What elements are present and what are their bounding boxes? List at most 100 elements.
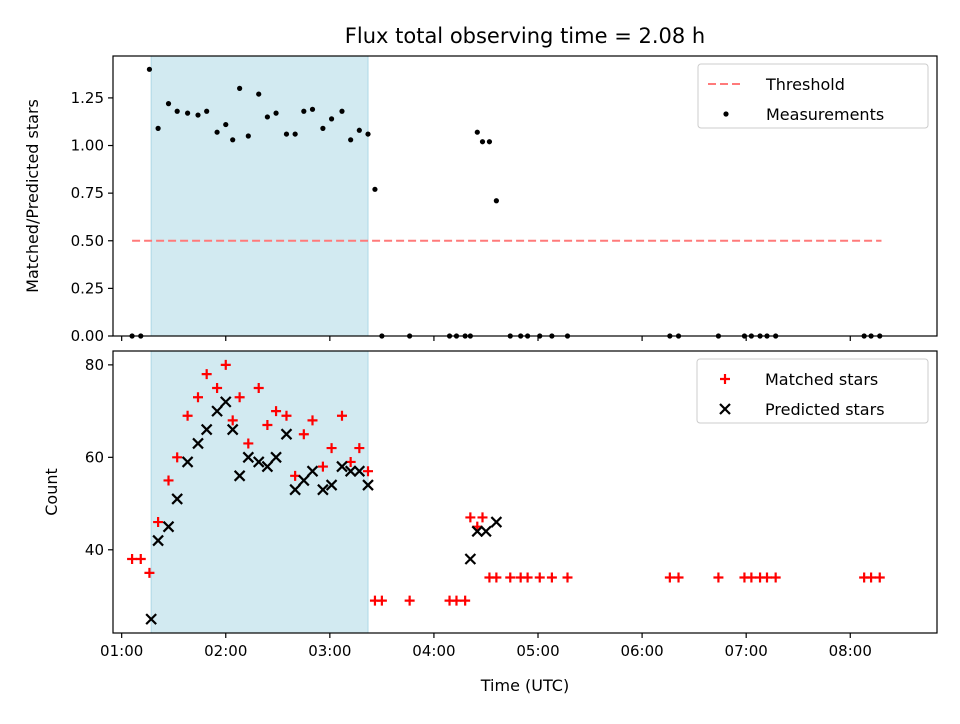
measurement-point (155, 125, 161, 131)
predicted-star-point (298, 474, 310, 487)
predicted-star-point (270, 451, 282, 464)
measurement-point (328, 116, 335, 122)
legend-label: Matched stars (765, 370, 878, 389)
matched-star-point (317, 461, 328, 472)
predicted-star-point (181, 456, 194, 468)
predicted-star-point (344, 465, 357, 477)
predicted-star-point (306, 465, 319, 477)
legend-measurement-marker (723, 111, 729, 117)
x-tick-label: 08:00 (829, 642, 872, 660)
matched-star-point (546, 572, 557, 583)
matched-star-point (770, 572, 781, 583)
measurement-point (372, 186, 378, 192)
matched-star-point (534, 572, 545, 583)
measurement-point (348, 137, 354, 143)
predicted-star-point (280, 428, 293, 440)
matched-star-point (307, 415, 318, 426)
matched-star-point (465, 512, 476, 523)
y-tick-label: 0.00 (71, 327, 104, 345)
predicted-star-point (226, 423, 239, 436)
matched-star-point (227, 415, 238, 426)
legend-box (696, 358, 929, 424)
matched-star-point (153, 517, 164, 528)
matched-star-point (182, 410, 193, 421)
measurement-point (292, 131, 298, 137)
predicted-star-point (261, 460, 274, 473)
matched-star-point (664, 572, 675, 583)
matched-star-point (220, 359, 231, 370)
predicted-star-point (252, 456, 265, 468)
legend-label: Measurements (766, 105, 884, 124)
predicted-star-point (233, 470, 246, 482)
legend-label: Predicted stars (765, 400, 885, 419)
matched-star-point (866, 572, 877, 583)
measurement-point (230, 137, 236, 143)
y-tick-label: 0.50 (71, 232, 104, 250)
predicted-star-point (152, 534, 164, 547)
predicted-star-point (325, 479, 338, 491)
matched-star-point (163, 475, 174, 486)
x-tick-label: 06:00 (620, 642, 663, 660)
bottom-subplot: Count Time (UTC) 40 60 80 01:00 02:00 03:00 04… (42, 350, 938, 695)
y-tick-label: 0.75 (71, 184, 104, 202)
matched-star-point (562, 572, 573, 583)
legend-label: Threshold (765, 75, 845, 94)
matched-star-point (477, 512, 488, 523)
measurement-point (486, 139, 493, 145)
x-tick-label: 01:00 (100, 642, 143, 660)
predicted-star-point (336, 460, 348, 473)
predicted-star-point (192, 437, 204, 450)
x-axis-label: Time (UTC) (480, 676, 569, 695)
measurement-point (245, 133, 251, 139)
measurement-point (309, 106, 316, 112)
measurement-point (184, 110, 191, 116)
matched-star-point (212, 382, 223, 393)
predicted-star-point (490, 516, 503, 528)
predicted-star-point (145, 613, 157, 625)
top-y-axis-label: Matched/Predicted stars (23, 99, 42, 293)
legend-matched-marker (720, 374, 730, 384)
x-tick-label: 04:00 (412, 642, 455, 660)
bottom-y-axis-label: Count (42, 468, 61, 516)
predicted-star-point (317, 483, 329, 496)
measurement-point (214, 129, 220, 135)
matched-star-point (354, 443, 365, 454)
measurement-point (174, 108, 180, 114)
matched-star-point (404, 595, 415, 606)
measurement-point (146, 66, 153, 72)
measurement-point (256, 91, 262, 97)
x-tick-label: 02:00 (204, 642, 247, 660)
matched-star-point (172, 452, 183, 463)
matched-star-point (262, 419, 273, 430)
matched-star-point (271, 406, 282, 417)
x-tick-label: 05:00 (516, 642, 559, 660)
predicted-star-point (219, 396, 232, 408)
measurement-point (237, 85, 243, 91)
y-tick-label: 60 (85, 448, 104, 466)
measurement-point (493, 198, 499, 204)
matched-star-point (193, 392, 204, 403)
predicted-star-point (162, 520, 175, 533)
measurement-point (273, 110, 279, 116)
measurement-point (365, 131, 371, 137)
measurement-point (339, 108, 345, 114)
observing-interval-shade (150, 55, 369, 337)
measurement-point (479, 139, 486, 145)
matched-star-point (522, 572, 533, 583)
y-tick-label: 80 (85, 356, 104, 374)
measurement-point (165, 101, 172, 107)
matched-star-point (201, 369, 212, 380)
matched-star-point (673, 572, 684, 583)
measurement-point (223, 121, 229, 128)
predicted-star-point (480, 525, 492, 538)
matched-star-point (281, 410, 292, 421)
predicted-star-point (200, 423, 213, 436)
measurement-point (195, 112, 201, 118)
matched-star-point (746, 572, 757, 583)
x-tick-label: 03:00 (308, 642, 351, 660)
matched-star-point (127, 554, 138, 565)
matched-star-point (135, 554, 146, 565)
x-tick-label: 07:00 (725, 642, 768, 660)
predicted-star-point (464, 553, 477, 565)
matched-star-point (451, 595, 462, 606)
